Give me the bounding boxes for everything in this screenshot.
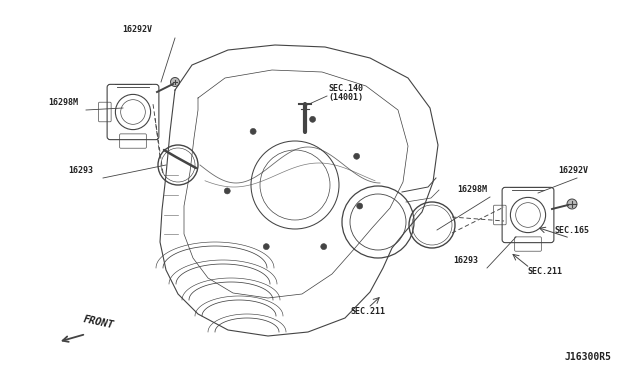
Circle shape [250,128,256,134]
Circle shape [354,153,360,159]
Text: J16300R5: J16300R5 [565,352,612,362]
Text: SEC.211: SEC.211 [350,307,385,316]
Circle shape [567,199,577,209]
Circle shape [321,244,327,250]
Text: 16298M: 16298M [457,185,487,194]
Circle shape [310,116,316,122]
Text: 16292V: 16292V [122,25,152,34]
Text: SEC.165: SEC.165 [554,226,589,235]
Text: FRONT: FRONT [82,314,115,330]
Text: SEC.140: SEC.140 [328,84,363,93]
Text: 16293: 16293 [68,166,93,175]
Text: 16298M: 16298M [48,98,78,107]
Text: 16293: 16293 [453,256,478,265]
Text: (14001): (14001) [328,93,363,102]
Circle shape [356,203,363,209]
Circle shape [224,188,230,194]
Text: 16292V: 16292V [558,166,588,175]
Text: SEC.211: SEC.211 [527,267,562,276]
Circle shape [170,77,179,87]
Circle shape [263,244,269,250]
